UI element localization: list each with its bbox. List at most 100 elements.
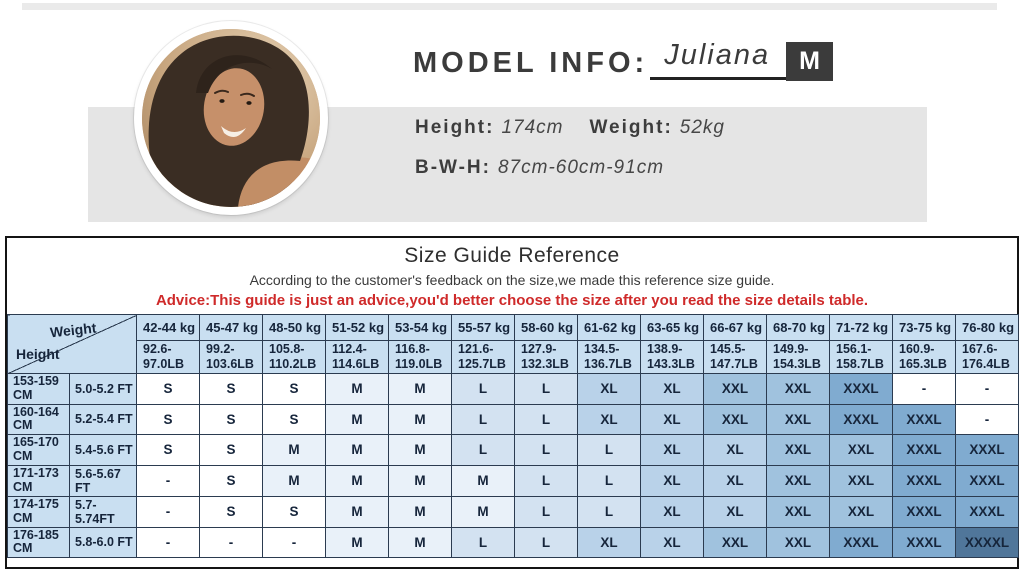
size-cell: L <box>514 434 578 466</box>
size-cell: XXXL <box>892 526 956 558</box>
weight-header-lb: 167.6- 176.4LB <box>955 340 1019 374</box>
size-cell: XXL <box>766 464 830 497</box>
weight-header-kg: 76-80 kg <box>955 314 1019 341</box>
size-cell: - <box>955 403 1019 435</box>
size-cell: S <box>136 403 200 435</box>
size-cell: XL <box>577 526 641 558</box>
height-header-ft: 5.7-5.74FT <box>69 495 137 528</box>
weight-header-kg: 51-52 kg <box>325 314 389 341</box>
height-header-ft: 5.4-5.6 FT <box>69 434 137 466</box>
weight-header-lb: 160.9- 165.3LB <box>892 340 956 374</box>
size-cell: M <box>451 495 515 528</box>
size-cell: L <box>514 403 578 435</box>
size-cell: M <box>325 495 389 528</box>
size-cell: L <box>577 434 641 466</box>
size-cell: M <box>388 464 452 497</box>
weight-header-lb: 112.4- 114.6LB <box>325 340 389 374</box>
weight-header-kg: 71-72 kg <box>829 314 893 341</box>
size-cell: XXL <box>766 373 830 405</box>
size-cell: L <box>577 464 641 497</box>
size-cell: XL <box>703 434 767 466</box>
weight-header-lb: 156.1- 158.7LB <box>829 340 893 374</box>
model-info-title: MODEL INFO: <box>413 47 649 79</box>
weight-header-kg: 58-60 kg <box>514 314 578 341</box>
size-cell: M <box>325 403 389 435</box>
weight-header-lb: 134.5- 136.7LB <box>577 340 641 374</box>
weight-label: Weight: <box>589 117 673 138</box>
weight-header-kg: 68-70 kg <box>766 314 830 341</box>
bwh-value: 87cm-60cm-91cm <box>497 157 665 178</box>
size-cell: XXXL <box>892 495 956 528</box>
height-axis-label: Height <box>16 346 60 362</box>
size-cell: XXL <box>829 495 893 528</box>
weight-header-kg: 45-47 kg <box>199 314 263 341</box>
model-size-badge: M <box>786 42 833 81</box>
size-cell: S <box>262 373 326 405</box>
weight-header-lb: 99.2- 103.6LB <box>199 340 263 374</box>
size-table-row: 171-173 CM 5.6-5.67 FT - S M M M M L L XL XL XXL XXL XX… <box>7 464 1019 497</box>
height-header-cm: 165-170 CM <box>7 434 70 466</box>
model-photo <box>134 21 328 215</box>
size-cell: XL <box>577 403 641 435</box>
size-cell: - <box>136 464 200 497</box>
size-cell: XXL <box>829 464 893 497</box>
size-cell: XXXL <box>955 495 1019 528</box>
weight-header-kg: 63-65 kg <box>640 314 704 341</box>
weight-value: 52kg <box>679 117 725 138</box>
size-cell: M <box>262 434 326 466</box>
size-cell: S <box>136 373 200 405</box>
size-cell: XL <box>640 495 704 528</box>
size-table-row: 160-164 CM 5.2-5.4 FT S S S M M L L XL XL XXL XXL XXXL… <box>7 403 1019 435</box>
model-bwh-line: B-W-H: 87cm-60cm-91cm <box>415 157 664 179</box>
size-cell: XL <box>640 434 704 466</box>
weight-header-lb: 116.8- 119.0LB <box>388 340 452 374</box>
size-cell: XXXL <box>955 434 1019 466</box>
size-cell: M <box>325 526 389 558</box>
model-height-weight-line: Height: 174cm Weight: 52kg <box>415 117 725 139</box>
size-cell: S <box>199 373 263 405</box>
size-guide-subtitle: According to the customer's feedback on … <box>249 272 775 288</box>
size-cell: XL <box>703 464 767 497</box>
size-table-row: 165-170 CM 5.4-5.6 FT S S M M M L L L XL XL XXL XXL XXX… <box>7 434 1019 466</box>
size-cell: M <box>388 434 452 466</box>
size-cell: L <box>451 434 515 466</box>
size-reference-table: Weight Height 42-44 kg 45-47 kg 48-50 kg 51-5… <box>7 314 1019 558</box>
size-cell: XXXXL <box>955 526 1019 558</box>
size-cell: XL <box>640 464 704 497</box>
size-guide-panel: Size Guide Reference According to the cu… <box>5 236 1019 569</box>
size-cell: XXL <box>703 373 767 405</box>
weight-header-kg: 66-67 kg <box>703 314 767 341</box>
size-cell: XXL <box>766 526 830 558</box>
size-cell: XXXL <box>829 403 893 435</box>
size-cell: L <box>451 403 515 435</box>
size-cell: XL <box>577 373 641 405</box>
size-cell: M <box>388 526 452 558</box>
size-cell: XL <box>703 495 767 528</box>
weight-header-kg: 73-75 kg <box>892 314 956 341</box>
size-cell: XXL <box>766 495 830 528</box>
size-cell: M <box>388 373 452 405</box>
model-name-underline: Juliana M <box>650 33 833 81</box>
weight-height-corner-header: Weight Height <box>7 314 137 374</box>
weight-header-lb: 149.9- 154.3LB <box>766 340 830 374</box>
size-cell: XXXL <box>955 464 1019 497</box>
size-cell: M <box>388 403 452 435</box>
size-cell: L <box>577 495 641 528</box>
size-cell: - <box>136 526 200 558</box>
weight-header-kg: 48-50 kg <box>262 314 326 341</box>
weight-header-lb: 121.6- 125.7LB <box>451 340 515 374</box>
size-cell: S <box>199 434 263 466</box>
bwh-label: B-W-H: <box>415 157 491 178</box>
size-cell: L <box>451 373 515 405</box>
size-cell: XL <box>640 526 704 558</box>
size-cell: XL <box>640 373 704 405</box>
size-guide-title: Size Guide Reference <box>404 244 620 267</box>
size-cell: XXXL <box>892 464 956 497</box>
size-cell: S <box>136 434 200 466</box>
size-cell: S <box>199 464 263 497</box>
height-header-cm: 171-173 CM <box>7 464 70 497</box>
weight-header-lb: 145.5- 147.7LB <box>703 340 767 374</box>
height-header-ft: 5.6-5.67 FT <box>69 464 137 497</box>
size-cell: M <box>325 434 389 466</box>
